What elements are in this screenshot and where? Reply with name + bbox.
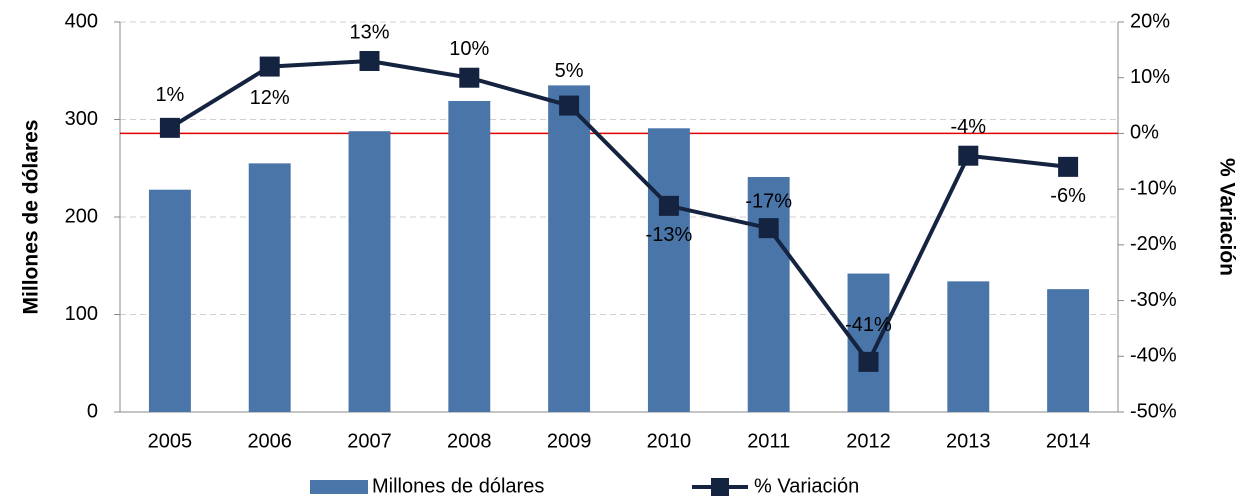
marker (758, 218, 779, 239)
x-tick-label: 2010 (647, 430, 692, 452)
y-tick-label: 0 (87, 400, 98, 422)
x-tick-label: 2012 (846, 430, 891, 452)
bar (647, 128, 690, 412)
marker (559, 95, 580, 116)
x-tick-label: 2014 (1046, 430, 1091, 452)
x-tick-label: 2008 (447, 430, 492, 452)
y-tick-label: 400 (65, 10, 98, 32)
y2-tick-label: 10% (1130, 66, 1170, 88)
x-tick-label: 2007 (347, 430, 392, 452)
data-label: -17% (745, 190, 792, 212)
bar (348, 131, 391, 412)
data-label: 13% (349, 21, 389, 43)
line (168, 58, 1069, 366)
y-tick-label: 100 (65, 303, 98, 325)
bar (448, 100, 491, 412)
marker (658, 195, 679, 216)
y2-tick-label: -10% (1130, 177, 1177, 199)
legend-label: % Variación (754, 475, 859, 497)
bar (1047, 289, 1090, 412)
bar (747, 177, 790, 412)
y2-tick-label: -20% (1130, 233, 1177, 255)
bar (947, 281, 990, 412)
legend-swatch (711, 478, 729, 496)
marker (159, 117, 180, 138)
y-axis-label: Millones de dólares (20, 120, 43, 315)
x-tick-label: 2006 (247, 430, 292, 452)
y-tick-label: 200 (65, 205, 98, 227)
y2-axis-label: % Variación (1215, 158, 1238, 276)
marker (1058, 156, 1079, 177)
legend-label: Millones de dólares (372, 475, 544, 497)
y2-tick-label: 0% (1130, 122, 1159, 144)
y2-tick-label: -30% (1130, 289, 1177, 311)
data-label: -6% (1050, 185, 1086, 207)
bar (548, 85, 591, 412)
y2-tick-label: -40% (1130, 345, 1177, 367)
x-tick-label: 2009 (547, 430, 592, 452)
y2-tick-label: 20% (1130, 10, 1170, 32)
marker (958, 145, 979, 166)
marker (359, 51, 380, 71)
data-label: -41% (845, 314, 892, 336)
x-tick-label: 2005 (148, 430, 193, 452)
bar (248, 163, 291, 412)
marker (259, 56, 280, 77)
marker (459, 67, 480, 88)
data-label: 10% (449, 38, 489, 60)
data-label: -13% (646, 224, 693, 246)
data-label: 5% (555, 60, 584, 82)
marker (858, 351, 879, 372)
x-tick-label: 2011 (747, 430, 790, 452)
data-label: -4% (951, 116, 987, 138)
y2-tick-label: -50% (1130, 400, 1177, 422)
bar (148, 189, 191, 412)
data-label: 1% (155, 84, 184, 106)
legend-swatch (310, 480, 368, 494)
data-label: 12% (250, 87, 290, 109)
x-tick-label: 2013 (946, 430, 991, 452)
y-tick-label: 300 (65, 108, 98, 130)
